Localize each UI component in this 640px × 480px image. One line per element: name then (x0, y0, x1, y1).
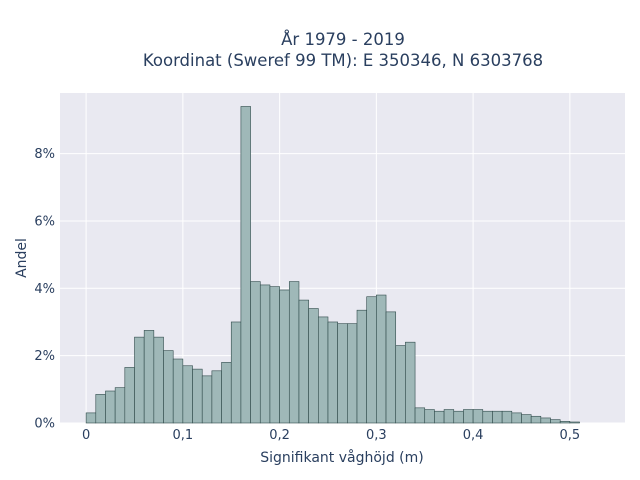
histogram-bar (201, 375, 213, 424)
histogram-bar (443, 409, 455, 424)
histogram-bar (221, 362, 232, 424)
histogram-bar (530, 415, 542, 424)
histogram-bar (395, 345, 406, 424)
histogram-bar (472, 409, 484, 424)
x-tick-label: 0,5 (560, 428, 581, 443)
histogram-bar (366, 296, 377, 424)
histogram-bar (318, 316, 329, 424)
y-tick-label: 2% (34, 349, 55, 364)
y-axis-ticks: 0% 2% 4% 6% 8% (34, 147, 55, 431)
histogram-bar (124, 367, 135, 424)
histogram-bar (463, 409, 474, 424)
histogram-bar (230, 321, 242, 424)
histogram-bar (182, 365, 193, 424)
chart-title-line-1: År 1979 - 2019 (281, 30, 405, 49)
histogram-bar (521, 414, 532, 424)
histogram-bar (559, 421, 571, 424)
x-tick-label: 0,2 (269, 428, 290, 443)
histogram-bar (95, 394, 106, 424)
histogram-bar (511, 412, 522, 424)
x-tick-label: 0,4 (463, 428, 484, 443)
y-tick-label: 6% (34, 214, 55, 229)
histogram-bar (85, 412, 97, 424)
histogram-bar (327, 321, 338, 424)
histogram-bar (424, 409, 435, 424)
histogram-bar (240, 106, 251, 424)
histogram-bar (385, 311, 397, 424)
histogram-bar (143, 330, 155, 424)
histogram-bar (356, 309, 367, 424)
histogram-bar (134, 336, 145, 424)
bar-series (85, 106, 580, 424)
x-axis-ticks: 0 0,1 0,2 0,3 0,4 0,5 (82, 428, 580, 443)
histogram-bar (211, 370, 222, 424)
histogram-bar (376, 294, 387, 424)
histogram-bar (114, 387, 126, 424)
histogram-bar (163, 350, 174, 424)
histogram-bar (492, 410, 503, 424)
x-tick-label: 0 (82, 428, 90, 443)
histogram-bar (259, 284, 271, 424)
histogram-bar (250, 281, 261, 424)
histogram-bar (405, 341, 416, 424)
histogram-bar (550, 419, 561, 424)
y-axis-label: Andel (14, 238, 30, 278)
histogram-bar (172, 358, 184, 424)
y-tick-label: 0% (34, 417, 55, 432)
x-axis-label: Signifikant våghöjd (m) (260, 449, 423, 466)
histogram-bar (347, 323, 358, 424)
y-tick-label: 8% (34, 147, 55, 162)
histogram-bar (501, 410, 513, 424)
histogram-bar (288, 281, 300, 424)
histogram-bar (269, 286, 280, 424)
histogram-bar (434, 410, 445, 424)
x-tick-label: 0,3 (366, 428, 387, 443)
histogram-bar (298, 299, 309, 424)
y-tick-label: 4% (34, 282, 55, 297)
x-tick-label: 0,1 (173, 428, 194, 443)
histogram-bar (153, 336, 164, 424)
histogram-bar (453, 410, 464, 424)
chart-title-line-2: Koordinat (Sweref 99 TM): E 350346, N 63… (143, 51, 543, 70)
histogram-bar (279, 289, 290, 424)
histogram-bar (337, 323, 348, 424)
histogram-bar (105, 390, 116, 424)
histogram-bar (414, 407, 426, 424)
histogram-bar (540, 417, 551, 424)
histogram-bar (192, 368, 203, 424)
histogram-bar (308, 308, 319, 424)
histogram-bar (482, 410, 493, 424)
histogram-bar (569, 421, 580, 424)
